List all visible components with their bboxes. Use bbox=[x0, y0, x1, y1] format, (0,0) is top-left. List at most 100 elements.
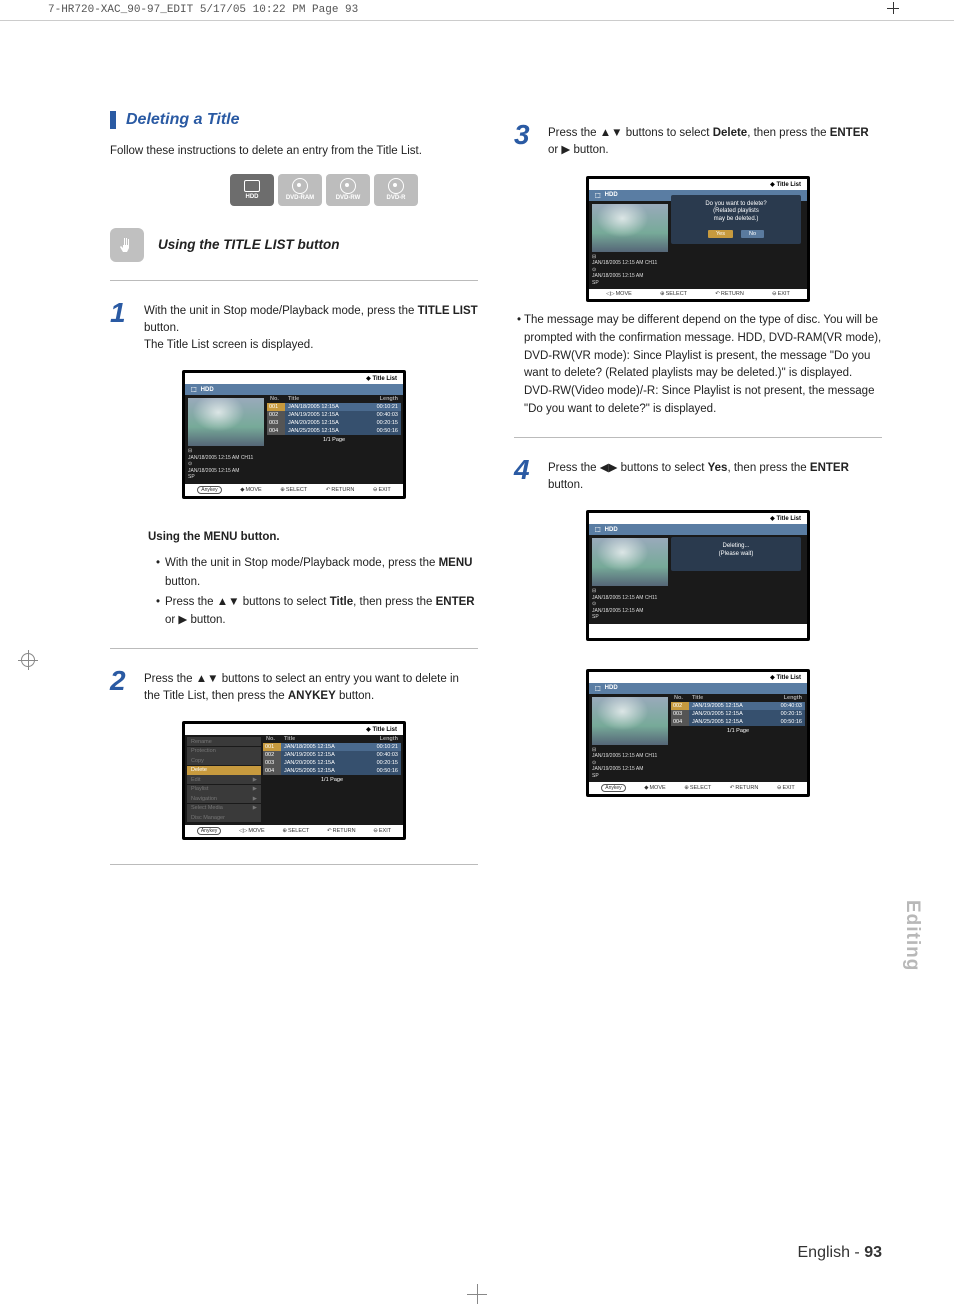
screen-thumbnail: ⊟ JAN/18/2005 12:15 AM CH11 ⊙ JAN/18/200… bbox=[589, 201, 671, 290]
list-row[interactable]: 003JAN/20/2005 12:15A00:20:15 bbox=[267, 419, 401, 427]
t: HDD bbox=[605, 527, 618, 533]
section-title-wrap: Deleting a Title bbox=[110, 111, 478, 129]
return-hint: ↶ RETURN bbox=[326, 487, 355, 493]
side-tab: Editing bbox=[901, 900, 923, 971]
screen-delete-dialog: ◆ Title List ⬚ HDD ⊟ JAN/18/2005 12:15 A… bbox=[586, 176, 810, 303]
deleting-msg: Deleting...(Please wait) bbox=[675, 543, 797, 559]
bullet-item: Press the ▲▼ buttons to select Title, th… bbox=[156, 593, 478, 630]
step-number: 1 bbox=[110, 299, 136, 355]
screen-footer: Anykey ◁▷ MOVE ⊕ SELECT ↶ RETURN ⊖ EXIT bbox=[185, 825, 403, 837]
list-row[interactable]: 003JAN/20/2005 12:15A00:20:15 bbox=[671, 710, 805, 718]
confirm-dialog: Do you want to delete?(Related playlists… bbox=[671, 195, 801, 244]
screen-topbar: ◆ Title List bbox=[589, 672, 807, 683]
footer-lang: English - bbox=[798, 1244, 865, 1261]
list-header: No. Title Length bbox=[267, 395, 401, 403]
col: No. bbox=[263, 735, 281, 743]
media-badge-dvd-rw: DVD-RW bbox=[326, 174, 370, 206]
col: No. bbox=[267, 395, 285, 403]
exit-hint: ⊖ EXIT bbox=[777, 785, 795, 791]
crop-mark-icon bbox=[887, 2, 899, 14]
page-indicator: 1/1 Page bbox=[267, 435, 401, 445]
menu-bullets: With the unit in Stop mode/Playback mode… bbox=[148, 554, 478, 630]
list-row[interactable]: 002JAN/19/2005 12:15A00:40:03 bbox=[263, 751, 401, 759]
menu-item-disc-manager[interactable]: Disc Manager bbox=[187, 813, 261, 822]
screen-title-list: ◆ Title List ⬚ HDD ⊟ JAN/18/2005 12:15 A… bbox=[182, 370, 406, 499]
thumb-meta: ⊟ JAN/18/2005 12:15 AM CH11 ⊙ JAN/18/200… bbox=[592, 254, 668, 287]
menu-item-delete[interactable]: Delete bbox=[187, 766, 261, 775]
t: JAN/18/2005 12:15 AM CH11 bbox=[592, 260, 668, 267]
media-badges: HDDDVD-RAMDVD-RWDVD-R bbox=[230, 174, 478, 206]
screen-list: No. Title Length 001JAN/18/2005 12:15A00… bbox=[267, 395, 403, 484]
dialog-question: Do you want to delete?(Related playlists… bbox=[675, 201, 797, 224]
thumb-image bbox=[188, 398, 264, 446]
sub-title: Using the TITLE LIST button bbox=[158, 237, 339, 252]
divider bbox=[110, 280, 478, 281]
registration-mark-icon bbox=[18, 650, 38, 670]
anykey-icon: Anykey bbox=[197, 486, 221, 494]
list-row[interactable]: 004JAN/25/2005 12:15A00:50:16 bbox=[267, 427, 401, 435]
t: HDD bbox=[605, 685, 618, 691]
list-header: No. Title Length bbox=[671, 694, 805, 702]
return-hint: ↶ RETURN bbox=[730, 785, 759, 791]
screen-hdd-bar: ⬚ HDD bbox=[589, 524, 807, 535]
menu-item-protection[interactable]: Protection bbox=[187, 747, 261, 756]
screen-thumbnail: ⊟ JAN/18/2005 12:15 AM CH11 ⊙ JAN/18/200… bbox=[185, 395, 267, 484]
menu-item-select-media[interactable]: Select Media▶ bbox=[187, 804, 261, 813]
select-hint: ⊕ SELECT bbox=[660, 291, 687, 297]
screen-topbar: ◆ Title List bbox=[589, 179, 807, 190]
doc-header: 7-HR720-XAC_90-97_EDIT 5/17/05 10:22 PM … bbox=[0, 0, 954, 21]
right-column: 3 Press the ▲▼ buttons to select Delete,… bbox=[514, 111, 882, 883]
section-title: Deleting a Title bbox=[126, 111, 240, 129]
page-indicator: 1/1 Page bbox=[671, 726, 805, 736]
screen-thumbnail: ⊟ JAN/18/2005 12:15 AM CH11 ⊙ JAN/18/200… bbox=[589, 535, 671, 624]
step-4: 4 Press the ◀▶ buttons to select Yes, th… bbox=[514, 456, 882, 495]
select-hint: ⊕ SELECT bbox=[280, 487, 307, 493]
t: SP bbox=[592, 280, 668, 287]
thumb-meta: ⊟ JAN/18/2005 12:15 AM CH11 ⊙ JAN/18/200… bbox=[188, 448, 264, 481]
media-badge-hdd: HDD bbox=[230, 174, 274, 206]
anykey-menu: RenameProtectionCopyDeleteEdit▶Playlist▶… bbox=[185, 735, 263, 825]
page-indicator: 1/1 Page bbox=[263, 775, 401, 785]
move-hint: ◆ MOVE bbox=[240, 487, 261, 493]
intro-text: Follow these instructions to delete an e… bbox=[110, 143, 478, 160]
list-row[interactable]: 002JAN/19/2005 12:15A00:40:03 bbox=[267, 411, 401, 419]
thumb-image bbox=[592, 204, 668, 252]
page-content: Deleting a Title Follow these instructio… bbox=[0, 21, 954, 883]
menu-item-edit[interactable]: Edit▶ bbox=[187, 775, 261, 784]
no-button[interactable]: No bbox=[741, 230, 764, 238]
list-row[interactable]: 003JAN/20/2005 12:15A00:20:15 bbox=[263, 759, 401, 767]
exit-hint: ⊖ EXIT bbox=[373, 487, 391, 493]
list-row[interactable]: 002JAN/19/2005 12:15A00:40:03 bbox=[671, 702, 805, 710]
title-bar-icon bbox=[110, 111, 116, 129]
list-row[interactable]: 001JAN/18/2005 12:15A00:10:21 bbox=[263, 743, 401, 751]
menu-item-copy[interactable]: Copy bbox=[187, 756, 261, 765]
t: With the unit in Stop mode/Playback mode… bbox=[144, 305, 418, 317]
exit-hint: ⊖ EXIT bbox=[772, 291, 790, 297]
t: HDD bbox=[201, 387, 214, 393]
thumb-image bbox=[592, 697, 668, 745]
col: Title bbox=[689, 694, 769, 702]
thumb-meta: ⊟ JAN/18/2005 12:15 AM CH11 ⊙ JAN/18/200… bbox=[592, 588, 668, 621]
list-row[interactable]: 001JAN/18/2005 12:15A00:10:21 bbox=[267, 403, 401, 411]
select-hint: ⊕ SELECT bbox=[684, 785, 711, 791]
footer-page-num: 93 bbox=[864, 1244, 882, 1261]
menu-item-navigation[interactable]: Navigation▶ bbox=[187, 794, 261, 803]
screen-hdd-bar: ⬚ HDD bbox=[589, 683, 807, 694]
screen-list: No. Title Length 002JAN/19/2005 12:15A00… bbox=[671, 694, 807, 783]
t: JAN/18/2005 12:15 AM CH11 bbox=[188, 455, 264, 462]
list-row[interactable]: 004JAN/25/2005 12:15A00:50:16 bbox=[263, 767, 401, 775]
yes-button[interactable]: Yes bbox=[708, 230, 733, 238]
menu-heading: Using the MENU button. bbox=[148, 531, 280, 543]
list-row[interactable]: 004JAN/25/2005 12:15A00:50:16 bbox=[671, 718, 805, 726]
hand-icon bbox=[110, 228, 144, 262]
step-3: 3 Press the ▲▼ buttons to select Delete,… bbox=[514, 121, 882, 160]
menu-item-rename[interactable]: Rename bbox=[187, 737, 261, 746]
page-footer: English - 93 bbox=[798, 1244, 883, 1262]
step-text: With the unit in Stop mode/Playback mode… bbox=[144, 299, 478, 355]
menu-item-playlist[interactable]: Playlist▶ bbox=[187, 785, 261, 794]
screen-footer: Anykey ◆ MOVE ⊕ SELECT ↶ RETURN ⊖ EXIT bbox=[185, 484, 403, 496]
screen-topbar: ◆ Title List bbox=[185, 373, 403, 384]
t: SP bbox=[592, 773, 668, 780]
t: HDD bbox=[605, 192, 618, 198]
screen-title-list-after: ◆ Title List ⬚ HDD ⊟ JAN/19/2005 12:15 A… bbox=[586, 669, 810, 798]
